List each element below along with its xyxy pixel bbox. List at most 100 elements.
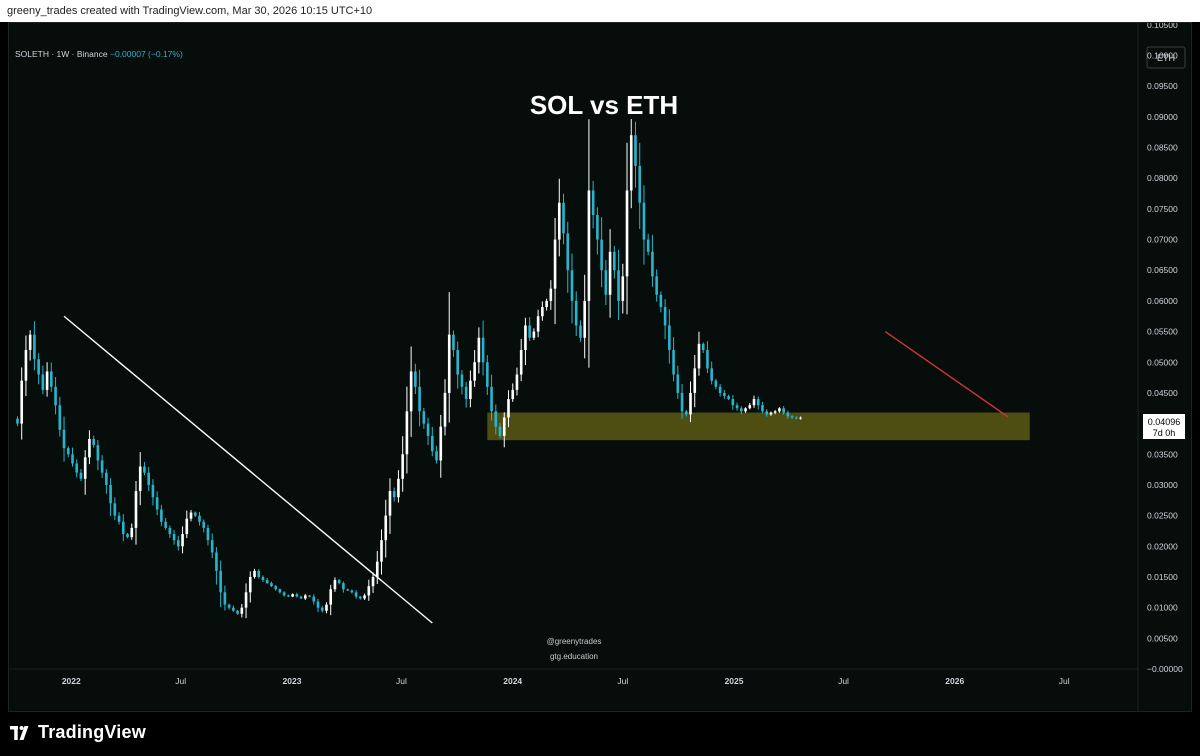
candle-body	[786, 412, 790, 417]
candle-body	[100, 460, 104, 473]
watermark-site: gtg.education	[550, 652, 598, 661]
candle-body	[735, 405, 739, 409]
candle-body	[545, 300, 548, 308]
candle-body	[295, 594, 299, 597]
tradingview-wordmark: TradingView	[38, 722, 146, 742]
candle-body	[426, 423, 430, 436]
price-tick-label: 0.05000	[1147, 357, 1178, 367]
candle-body	[469, 380, 472, 400]
chart-svg[interactable]: SOLETH · 1W · Binance −0.00007 (−0.17%) …	[9, 20, 1193, 713]
candle-body	[528, 325, 531, 338]
candle-body	[765, 411, 769, 415]
candle-body	[138, 466, 142, 492]
candle-body	[773, 411, 777, 413]
candle-body	[634, 135, 637, 166]
candle-body	[202, 521, 206, 528]
time-tick-label: Jul	[1059, 676, 1070, 686]
time-tick-label: 2025	[725, 676, 744, 686]
time-tick-label: 2024	[503, 676, 522, 686]
candle-body	[96, 445, 100, 461]
candle-body	[337, 580, 341, 584]
time-axis[interactable]: 2022 Jul 2023 Jul 2024 Jul 2025 Jul 2026 Jul	[62, 676, 1070, 686]
candle-body	[105, 472, 108, 485]
candle-body	[447, 334, 451, 393]
candle-body	[147, 472, 151, 485]
candle-body	[320, 607, 324, 611]
price-tick-label: 0.07500	[1147, 204, 1178, 214]
candle-body	[511, 389, 515, 400]
price-tick-label: 0.10500	[1147, 23, 1178, 30]
candle-body	[130, 527, 134, 538]
candle-body	[172, 534, 176, 541]
trendline-downtrend-2022[interactable]	[63, 315, 433, 624]
candle-body	[553, 239, 557, 289]
price-tick-label: 0.04500	[1147, 388, 1178, 398]
candle-body	[58, 405, 62, 430]
candles-layer	[16, 119, 802, 619]
candle-body	[689, 392, 692, 415]
candle-body	[651, 251, 654, 277]
candle-body	[282, 592, 286, 596]
candle-body	[439, 426, 443, 461]
time-tick-label: 2023	[283, 676, 302, 686]
candle-body	[414, 371, 417, 387]
candle-body	[299, 596, 303, 599]
support-zone[interactable]	[487, 412, 1030, 441]
tradingview-logo[interactable]: TradingView	[10, 722, 146, 743]
trendline-downtrend-2025[interactable]	[884, 331, 1009, 418]
candle-body	[625, 190, 629, 277]
candle-body	[392, 491, 396, 498]
candle-body	[541, 307, 544, 317]
candle-body	[562, 202, 565, 234]
candle-body	[430, 435, 434, 452]
price-tick-label: 0.06000	[1147, 296, 1178, 306]
price-tick-label: 0.08500	[1147, 143, 1178, 153]
currency-badge[interactable]: ETH	[1146, 46, 1186, 69]
candle-body	[329, 589, 333, 605]
candle-body	[287, 595, 290, 597]
last-price-value: 0.04096	[1148, 417, 1181, 427]
candle-body	[177, 540, 180, 547]
candle-body	[371, 576, 375, 587]
candle-body	[706, 349, 709, 369]
candle-body	[333, 580, 337, 590]
tradingview-logo-icon	[10, 725, 29, 740]
candle-body	[668, 325, 671, 350]
candle-body	[265, 580, 269, 584]
candle-body	[418, 386, 421, 412]
price-tick-label: 0.03500	[1147, 449, 1178, 459]
price-axis[interactable]: −0.00000 0.00500 0.01000 0.01500 0.02000 0.02…	[1147, 20, 1183, 674]
candle-body	[41, 374, 45, 390]
last-price-box	[1143, 414, 1185, 439]
candle-body	[126, 534, 129, 538]
candle-body	[579, 325, 582, 338]
candle-body	[206, 527, 210, 541]
candle-body	[756, 399, 760, 406]
price-tick-label: 0.00500	[1147, 633, 1178, 643]
candle-body	[795, 417, 798, 419]
candle-body	[185, 518, 189, 535]
candle-body	[638, 165, 642, 203]
candle-body	[248, 576, 252, 593]
price-tick-label: 0.02500	[1147, 511, 1178, 521]
candle-body	[45, 371, 49, 390]
candle-body	[88, 438, 91, 458]
price-tick-label: 0.07000	[1147, 235, 1178, 245]
candle-body	[24, 349, 28, 381]
candle-body	[494, 411, 498, 427]
candle-body	[710, 368, 713, 381]
candle-body	[37, 359, 40, 375]
chart-panel[interactable]: SOLETH · 1W · Binance −0.00007 (−0.17%) …	[8, 20, 1193, 713]
candle-body	[401, 454, 404, 479]
candle-body	[244, 592, 248, 608]
candle-body	[54, 386, 57, 406]
candle-body	[388, 491, 392, 516]
candle-body	[701, 343, 705, 350]
candle-body	[384, 515, 388, 541]
candle-body	[71, 454, 74, 464]
candle-body	[532, 331, 536, 338]
candle-body	[409, 371, 413, 412]
candle-body	[274, 586, 277, 590]
price-tick-label: 0.05500	[1147, 327, 1178, 337]
candle-body	[117, 515, 121, 522]
